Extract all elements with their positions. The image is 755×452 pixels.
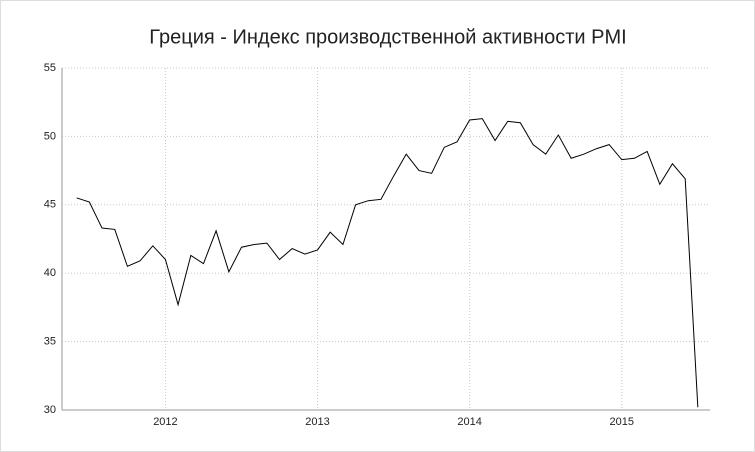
- y-tick-label: 50: [44, 130, 56, 142]
- x-tick-label: 2015: [610, 416, 634, 428]
- x-tick-label: 2013: [305, 416, 329, 428]
- x-tick-label: 2012: [153, 416, 177, 428]
- y-tick-label: 55: [44, 62, 56, 74]
- y-tick-label: 45: [44, 199, 56, 211]
- chart-title: Греция - Индекс производственной активно…: [149, 26, 626, 48]
- y-tick-label: 30: [44, 404, 56, 416]
- y-tick-label: 40: [44, 267, 56, 279]
- line-series: [76, 118, 699, 408]
- x-tick-label: 2014: [457, 416, 481, 428]
- y-tick-label: 35: [44, 336, 56, 348]
